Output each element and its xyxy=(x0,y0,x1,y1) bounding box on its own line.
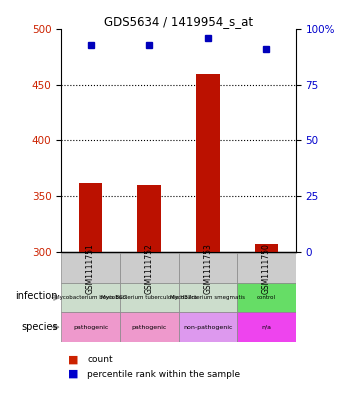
Text: Mycobacterium smegmatis: Mycobacterium smegmatis xyxy=(170,295,245,300)
Bar xyxy=(61,312,120,342)
Text: control: control xyxy=(257,295,276,300)
Bar xyxy=(237,283,296,312)
Text: infection: infection xyxy=(15,291,58,301)
Text: pathogenic: pathogenic xyxy=(73,325,108,330)
Text: Mycobacterium bovis BCG: Mycobacterium bovis BCG xyxy=(55,295,127,300)
Text: GSM1111750: GSM1111750 xyxy=(262,243,271,294)
Text: non-pathogenic: non-pathogenic xyxy=(183,325,232,330)
Text: Mycobacterium tuberculosis H37ra: Mycobacterium tuberculosis H37ra xyxy=(101,295,197,300)
Text: count: count xyxy=(88,355,113,364)
Text: species: species xyxy=(21,322,58,332)
Bar xyxy=(120,253,178,283)
Bar xyxy=(79,183,102,252)
Bar xyxy=(138,185,161,252)
Text: GSM1111751: GSM1111751 xyxy=(86,243,95,294)
Bar xyxy=(237,253,296,283)
Text: pathogenic: pathogenic xyxy=(132,325,167,330)
Bar xyxy=(196,74,219,252)
Text: GSM1111752: GSM1111752 xyxy=(145,243,154,294)
Title: GDS5634 / 1419954_s_at: GDS5634 / 1419954_s_at xyxy=(104,15,253,28)
Bar xyxy=(237,312,296,342)
Text: ■: ■ xyxy=(68,354,79,365)
Text: n/a: n/a xyxy=(261,325,272,330)
Bar xyxy=(120,283,178,312)
Text: ■: ■ xyxy=(68,369,79,379)
Bar xyxy=(178,312,237,342)
Bar xyxy=(61,283,120,312)
Text: GSM1111753: GSM1111753 xyxy=(203,243,212,294)
Bar xyxy=(178,283,237,312)
Text: percentile rank within the sample: percentile rank within the sample xyxy=(88,370,241,378)
Bar xyxy=(255,244,278,252)
Bar xyxy=(61,253,120,283)
Bar xyxy=(178,253,237,283)
Bar xyxy=(120,312,178,342)
